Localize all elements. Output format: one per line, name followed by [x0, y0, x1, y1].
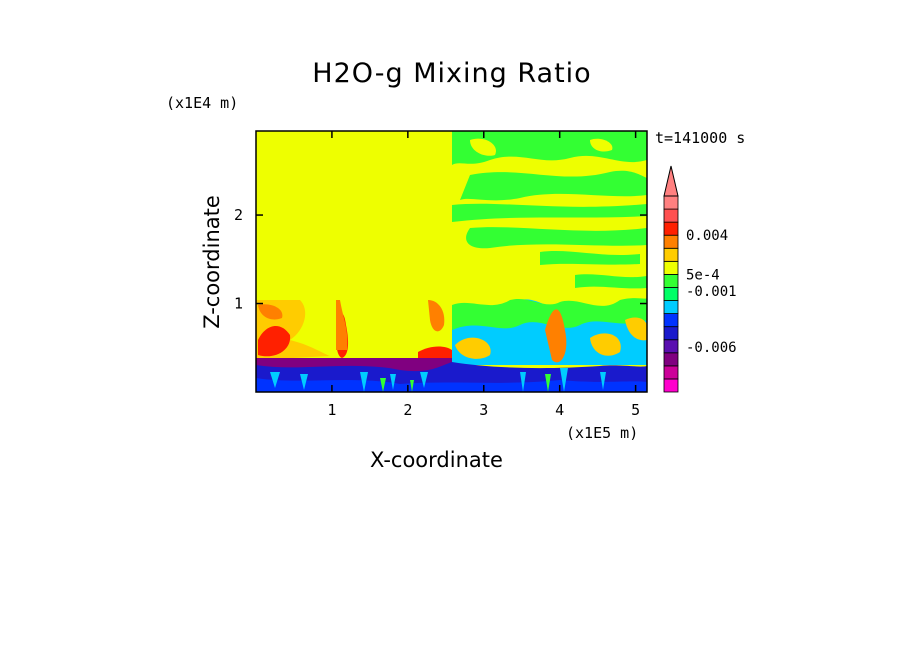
x-axis-unit: (x1E5 m) — [566, 424, 639, 442]
y-tick-label: 2 — [234, 206, 243, 224]
contour-field — [256, 131, 647, 392]
orange-blob — [258, 304, 283, 320]
colorbar-swatch — [663, 313, 679, 328]
x-tick-label: 4 — [555, 401, 564, 419]
colorbar-swatch — [663, 339, 679, 354]
y-axis-unit: (x1E4 m) — [166, 94, 239, 112]
y-tick-label: 1 — [234, 295, 243, 313]
green-band — [460, 170, 647, 201]
cyan-streaks — [270, 368, 606, 392]
colorbar-swatch — [663, 378, 679, 393]
colorbar-label: 0.004 — [686, 228, 728, 244]
colorbar-swatch — [663, 195, 679, 210]
colorbar-swatch — [663, 273, 679, 288]
orange-blob — [590, 333, 621, 356]
x-ticks: 1 2 3 4 5 — [327, 131, 640, 419]
colorbar-swatch — [663, 247, 679, 262]
plot-frame — [255, 130, 648, 393]
colorbar-swatch — [663, 234, 679, 249]
x-tick-label: 1 — [327, 401, 336, 419]
x-tick-label: 2 — [403, 401, 412, 419]
colorbar-swatch — [663, 326, 679, 341]
green-patch — [470, 138, 496, 156]
colorbar-swatch — [663, 287, 679, 301]
green-band — [452, 203, 647, 222]
colorbar-arrow — [663, 165, 679, 197]
colorbar-label: 5e-4 — [686, 267, 720, 283]
x-axis-label: X-coordinate — [370, 448, 503, 472]
colorbar-swatch — [663, 352, 679, 367]
orange-blob — [625, 317, 647, 341]
y-ticks: 12 — [234, 206, 647, 313]
chart-title: H2O-g Mixing Ratio — [312, 58, 592, 89]
colorbar-swatch — [663, 208, 679, 223]
colorbar-swatch — [663, 365, 679, 380]
green-patch — [590, 138, 613, 152]
colorbar-swatch — [663, 221, 679, 236]
colorbar-swatch — [663, 300, 679, 314]
green-layer — [452, 298, 647, 330]
time-label: t=141000 s — [655, 129, 746, 147]
orange-blob — [455, 337, 491, 359]
colorbar-label: -0.001 — [686, 284, 737, 300]
colorbar: 0.004 5e-4-0.001 -0.006 — [663, 165, 737, 393]
orange-blob — [545, 309, 567, 363]
red-blob — [418, 346, 452, 360]
green-band — [575, 274, 647, 289]
colorbar-label: -0.006 — [686, 340, 737, 356]
green-band — [540, 251, 640, 265]
orange-blob — [428, 300, 445, 332]
orange-plume — [336, 300, 348, 350]
colorbar-swatch — [663, 260, 679, 275]
green-band — [466, 227, 647, 249]
red-blob — [258, 325, 291, 357]
x-tick-label: 5 — [631, 401, 640, 419]
x-tick-label: 3 — [479, 401, 488, 419]
